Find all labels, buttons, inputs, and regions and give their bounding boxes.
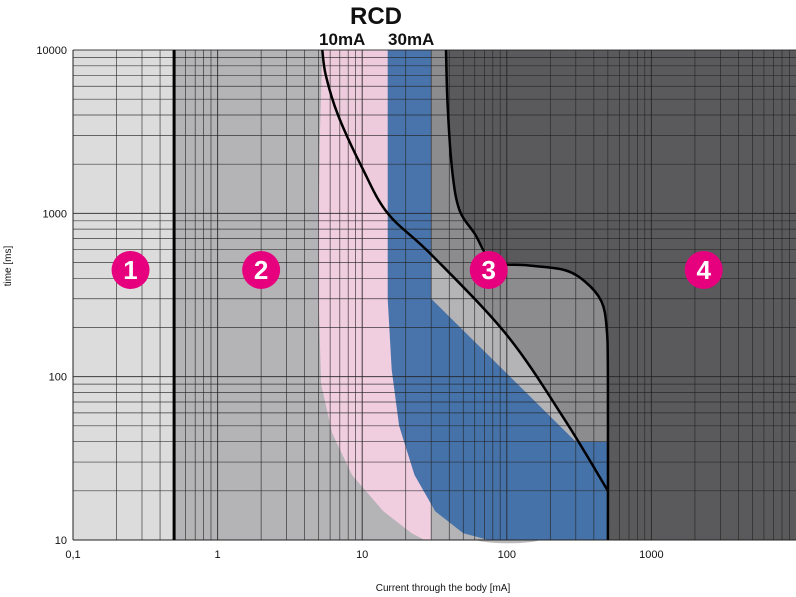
gridlines <box>72 49 796 541</box>
zone-number-1: 1 <box>123 255 137 285</box>
y-tick-label: 10000 <box>36 45 67 57</box>
zone-number-3: 3 <box>481 255 495 285</box>
x-tick-label: 0,1 <box>65 549 80 561</box>
y-tick-label: 10 <box>55 535 67 547</box>
rcd-trip-regions <box>318 50 608 544</box>
zone-marker-3 <box>469 250 508 289</box>
boundary-curve-b <box>321 49 609 492</box>
zone-number-2: 2 <box>254 255 268 285</box>
rcd-labels: 10mA 30mA <box>319 30 434 49</box>
zone-4-area <box>446 50 796 540</box>
tick-labels: 0,1 1 10 100 1000 10 100 1000 10000 <box>36 45 663 561</box>
chart-title: RCD <box>350 3 402 30</box>
zone-markers: 1 2 3 4 <box>111 250 723 289</box>
zone-marker-1 <box>111 250 150 289</box>
boundary-curve-c <box>444 49 610 541</box>
x-axis-label: Current through the body [mA] <box>376 583 511 594</box>
zone-marker-4 <box>684 250 723 289</box>
zone-marker-2 <box>242 250 281 289</box>
rcd-30ma-region <box>387 50 608 540</box>
rcd-label: 30mA <box>388 30 434 49</box>
y-axis-label: time [ms] <box>3 246 14 287</box>
x-tick-label: 100 <box>498 549 516 561</box>
x-tick-label: 1 <box>215 549 221 561</box>
zone-backgrounds <box>73 50 796 540</box>
y-tick-label: 100 <box>49 372 67 384</box>
boundary-curves <box>172 49 610 541</box>
rcd-label: 10mA <box>319 30 365 49</box>
y-tick-label: 1000 <box>43 208 67 220</box>
x-tick-label: 1000 <box>639 549 663 561</box>
x-tick-label: 10 <box>356 549 368 561</box>
zone-number-4: 4 <box>696 255 711 285</box>
